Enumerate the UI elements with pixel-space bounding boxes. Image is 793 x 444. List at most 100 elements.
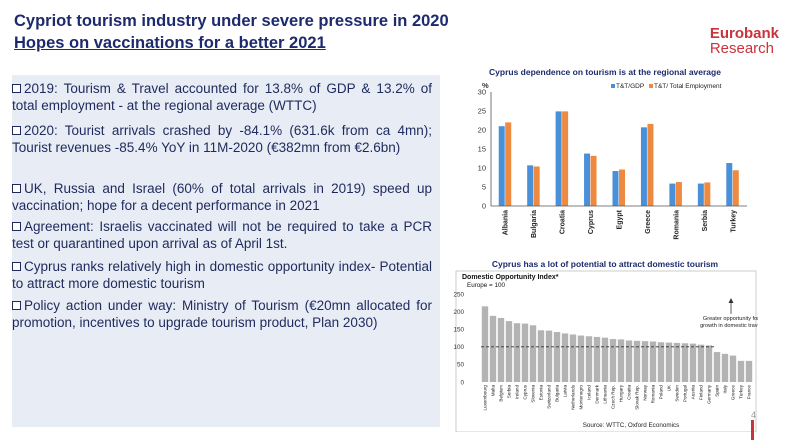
chart1-legend-swatch — [611, 84, 615, 88]
chart1-xtick-label: Egypt — [617, 209, 624, 229]
chart1-bar-cyprus-gdp — [584, 153, 591, 206]
chart2-xtick-label: Bulgaria — [555, 385, 560, 402]
chart2-xtick-label: Turkey — [739, 384, 744, 399]
chart1-bar-bulgaria-employment — [533, 166, 540, 206]
page-number: 4 — [751, 410, 757, 420]
chart1-xtick-label: Turkey — [730, 210, 737, 233]
checkbox-bullet-icon — [12, 222, 21, 231]
chart2-bar — [721, 353, 729, 382]
chart1-bar-greece-employment — [647, 123, 654, 206]
chart2-bar — [553, 332, 561, 382]
bullet-item: Policy action under way: Ministry of Tou… — [12, 298, 432, 330]
chart2-xtick-label: Finland — [699, 385, 704, 401]
checkbox-bullet-icon — [12, 184, 21, 193]
chart1-xtick-label: Cyprus — [588, 210, 595, 234]
chart2-bar — [601, 337, 609, 382]
chart1-bar-egypt-gdp — [612, 171, 619, 206]
checkbox-bullet-icon — [12, 126, 21, 135]
chart2-xtick-label: Switzerland — [547, 385, 552, 409]
chart2-xtick-label: Serbia — [507, 385, 512, 399]
chart2-bar — [745, 360, 753, 382]
chart2-bar — [641, 341, 649, 382]
chart2-bar — [713, 352, 721, 382]
chart2-ytick-label: 150 — [453, 327, 464, 334]
chart1-xtick-label: Serbia — [702, 210, 709, 232]
chart1-bar-greece-gdp — [640, 127, 647, 206]
chart1-xtick-label: Albania — [503, 210, 510, 235]
chart1-bar-serbia-gdp — [697, 183, 704, 206]
chart2-xtick-label: Ireland — [515, 385, 520, 399]
chart2-ytick-label: 250 — [453, 291, 464, 298]
bullet-item: Agreement: Israelis vaccinated will not … — [12, 219, 432, 251]
chart2-xtick-label: Sweden — [675, 385, 680, 402]
chart2-bar — [489, 315, 497, 382]
chart2-xtick-label: Greece — [731, 385, 736, 401]
chart2-bar — [609, 339, 617, 382]
chart2-xtick-label: Cyprus — [523, 384, 528, 399]
chart2-xtick-label: Iceland — [587, 385, 592, 400]
chart1-ytick-label: 25 — [478, 107, 486, 116]
chart2-xtick-label: Denmark — [595, 384, 600, 403]
chart2-bar — [537, 330, 545, 382]
brand-line-1: Eurobank — [709, 25, 779, 42]
chart2-xtick-label: Estonia — [539, 385, 544, 401]
chart2-xtick-label: Lithuania — [603, 385, 608, 404]
chart1-bar-turkey-employment — [732, 170, 739, 206]
chart2-xtick-label: Malta — [491, 385, 496, 397]
chart1-xtick-label: Romania — [673, 210, 680, 240]
chart2-bar — [681, 343, 689, 382]
bullet-panel: 2019: Tourism & Travel accounted for 13.… — [12, 75, 440, 427]
chart2-annotation-line1: Greater opportunity for — [703, 316, 758, 322]
chart2-bar — [569, 334, 577, 382]
chart1-bar-cyprus-employment — [590, 155, 597, 206]
chart2-xtick-label: Spain — [715, 385, 720, 397]
chart1-ytick-label: 30 — [478, 88, 486, 97]
chart1-ytick-label: 5 — [482, 183, 486, 192]
chart1-ylabel: % — [482, 81, 489, 90]
chart1-bar-romania-gdp — [669, 183, 676, 206]
chart2-ytick-label: 50 — [457, 362, 465, 369]
chart2-xtick-label: Portugal — [683, 385, 688, 402]
chart2-bar — [505, 321, 513, 382]
chart1-legend-label: T&T/ Total Employment — [654, 83, 722, 90]
chart2-xtick-label: Hungary — [619, 384, 624, 402]
chart2-bar — [625, 340, 633, 382]
chart1-ytick-label: 10 — [478, 164, 486, 173]
chart1-title: Cyprus dependence on tourism is at the r… — [489, 67, 721, 77]
bullet-item: 2020: Tourist arrivals crashed by -84.1%… — [12, 123, 432, 155]
chart2-bar — [577, 335, 585, 382]
chart2-bar — [521, 323, 529, 382]
chart2-xtick-label: Italy — [723, 384, 728, 393]
chart2-bar — [697, 344, 705, 382]
chart1-ytick-label: 15 — [478, 145, 486, 154]
chart1-xtick-label: Bulgaria — [531, 210, 538, 238]
chart2-xtick-label: Czech Rep. — [611, 385, 616, 409]
chart2-bar — [617, 339, 625, 382]
chart2-xtick-label: Poland — [659, 385, 664, 400]
chart2-bar — [705, 345, 713, 382]
brand-logo: Eurobank Research — [710, 26, 779, 56]
chart1-bar-albania-gdp — [498, 126, 505, 206]
chart1-xtick-label: Croatia — [560, 210, 567, 234]
chart2-ytick-label: 200 — [453, 309, 464, 316]
chart1-legend-swatch — [649, 84, 653, 88]
chart1-ytick-label: 20 — [478, 126, 486, 135]
domestic-opportunity-chart: Cyprus has a lot of potential to attract… — [453, 259, 758, 432]
chart2-xtick-label: Montenegro — [579, 385, 584, 410]
chart2-bar — [545, 330, 553, 382]
checkbox-bullet-icon — [12, 262, 21, 271]
chart2-bar — [689, 343, 697, 382]
chart1-legend-label: T&T/GDP — [616, 83, 644, 90]
chart2-bar — [585, 336, 593, 382]
chart1-bar-romania-employment — [675, 182, 682, 206]
bullet-item: Cyprus ranks relatively high in domestic… — [12, 259, 432, 291]
chart2-xtick-label: Croatia — [627, 385, 632, 400]
chart1-bar-bulgaria-gdp — [527, 165, 534, 206]
chart2-bar — [665, 342, 673, 382]
chart2-xtick-label: UK — [667, 384, 672, 391]
chart1-bar-turkey-gdp — [726, 163, 733, 206]
chart1-bar-croatia-employment — [562, 111, 569, 206]
chart1-bar-croatia-gdp — [555, 111, 562, 206]
chart2-xtick-label: Germany — [707, 384, 712, 404]
chart1-xtick-label: Greece — [645, 210, 652, 234]
